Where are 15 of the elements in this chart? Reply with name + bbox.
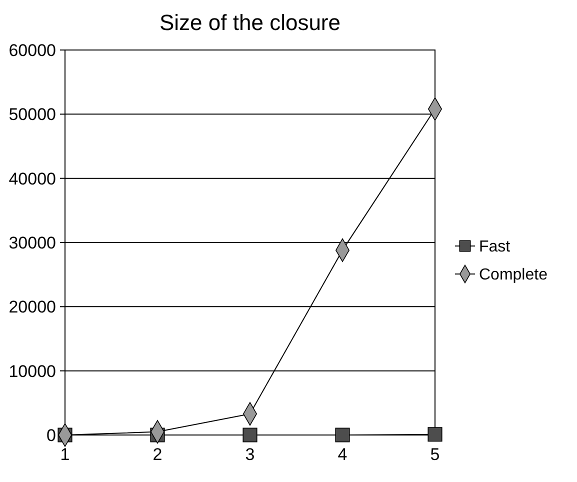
y-tick-label: 0 [46,426,56,445]
legend-label: Complete [479,266,548,284]
x-tick-label: 4 [338,445,348,464]
y-tick-label: 30000 [8,233,56,252]
y-tick-label: 40000 [8,169,56,188]
x-tick-label: 1 [60,445,70,464]
chart-title: Size of the closure [160,10,340,35]
x-tick-label: 3 [245,445,255,464]
x-tick-label: 5 [430,445,440,464]
y-tick-label: 50000 [8,105,56,124]
y-tick-label: 20000 [8,298,56,317]
y-tick-label: 60000 [8,40,56,60]
legend-label: Fast [479,238,511,256]
x-tick-label: 2 [152,445,162,464]
y-tick-label: 10000 [8,362,56,381]
